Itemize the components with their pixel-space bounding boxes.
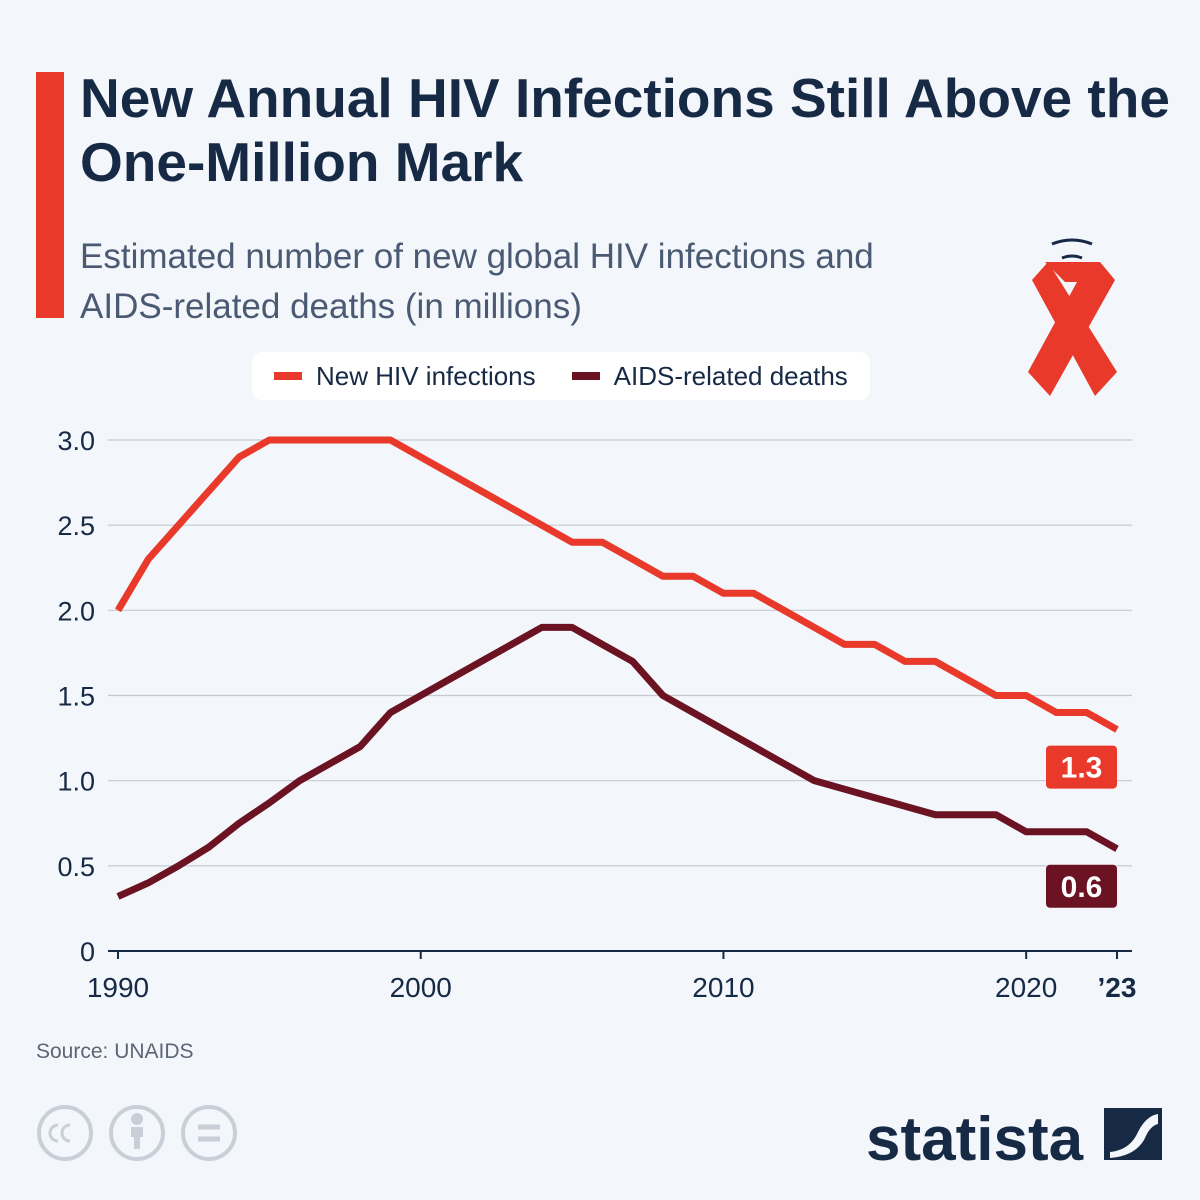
accent-bar xyxy=(36,72,64,318)
y-tick-label: 1.5 xyxy=(57,682,95,712)
source: Source: UNAIDS xyxy=(36,1040,194,1063)
series-line xyxy=(114,436,1119,733)
x-tick-label: 2000 xyxy=(390,972,452,1003)
y-tick-label: 0.5 xyxy=(57,852,95,882)
y-tick-label: 0 xyxy=(80,937,95,967)
y-tick-label: 1.0 xyxy=(57,767,95,797)
chart-subtitle: Estimated number of new global HIV infec… xyxy=(80,237,874,326)
legend-swatch xyxy=(571,372,600,380)
legend-label: New HIV infections xyxy=(316,360,536,391)
y-tick-label: 2.5 xyxy=(57,511,95,541)
legend-swatch xyxy=(274,372,302,380)
x-tick-label: 1990 xyxy=(87,972,149,1003)
legend: New HIV infections AIDS-related deaths xyxy=(252,352,870,400)
brand-mark xyxy=(1104,1108,1162,1160)
series-line xyxy=(116,623,1119,900)
value-label: 1.3 xyxy=(1061,752,1103,785)
license-icons xyxy=(37,1105,237,1161)
value-label: 0.6 xyxy=(1061,871,1103,904)
legend-item: New HIV infections xyxy=(274,361,536,392)
x-tick-label: ’23 xyxy=(1098,972,1137,1003)
legend-item: AIDS-related deaths xyxy=(571,360,848,392)
x-tick-label: 2010 xyxy=(692,972,754,1003)
legend-label: AIDS-related deaths xyxy=(613,360,848,391)
chart-title: New Annual HIV Infections Still Above th… xyxy=(80,67,1170,193)
y-tick-label: 2.0 xyxy=(57,596,95,626)
y-tick-label: 3.0 xyxy=(57,426,95,456)
value-label-box xyxy=(1046,745,1117,789)
value-label-box xyxy=(1046,864,1117,908)
ribbon-icon xyxy=(1028,238,1117,396)
brand-logo: statista xyxy=(866,1105,1084,1174)
x-tick-label: 2020 xyxy=(995,972,1057,1003)
